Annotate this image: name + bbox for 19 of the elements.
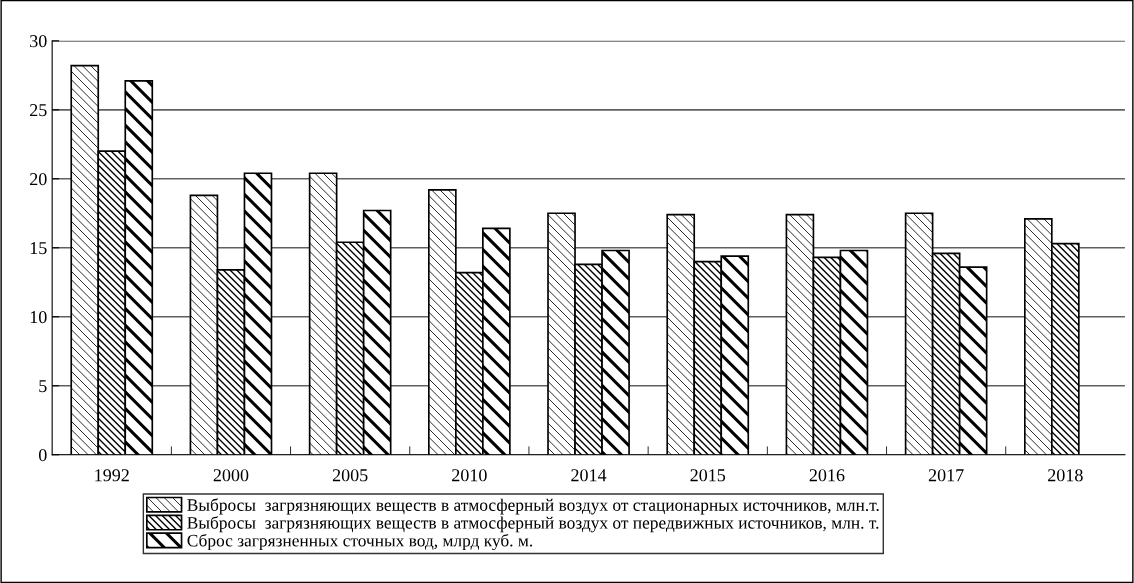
y-tick-label: 5 xyxy=(39,380,47,393)
x-tick-label: 2018 xyxy=(1048,469,1083,482)
x-tick-label: 2014 xyxy=(571,469,607,482)
x-tick-label: 2005 xyxy=(332,469,368,482)
x-tick-label: 2000 xyxy=(213,469,249,482)
legend-label: Сброс загрязненных сточных вод, млрд куб. м. xyxy=(187,533,533,551)
legend-label: Выбросы загрязняющих веществ в атмосферный воздух от передвижных источников, млн. т. xyxy=(187,516,879,533)
y-tick-label: 15 xyxy=(30,242,47,255)
x-tick-label: 2016 xyxy=(809,469,845,482)
y-tick-label: 25 xyxy=(30,104,47,117)
x-tick-label: 2017 xyxy=(928,469,964,482)
x-tick-label: 2015 xyxy=(690,469,726,482)
y-tick-label: 0 xyxy=(38,449,47,462)
x-tick-label: 2010 xyxy=(452,469,487,482)
y-tick-label: 20 xyxy=(30,173,47,186)
y-tick-label: 10 xyxy=(30,311,47,324)
legend-label: Выбросы загрязняющих веществ в атмосферный воздух от стационарных источников, млн.т. xyxy=(187,498,879,515)
x-tick-label: 1992 xyxy=(95,469,129,482)
y-tick-label: 30 xyxy=(30,35,47,48)
